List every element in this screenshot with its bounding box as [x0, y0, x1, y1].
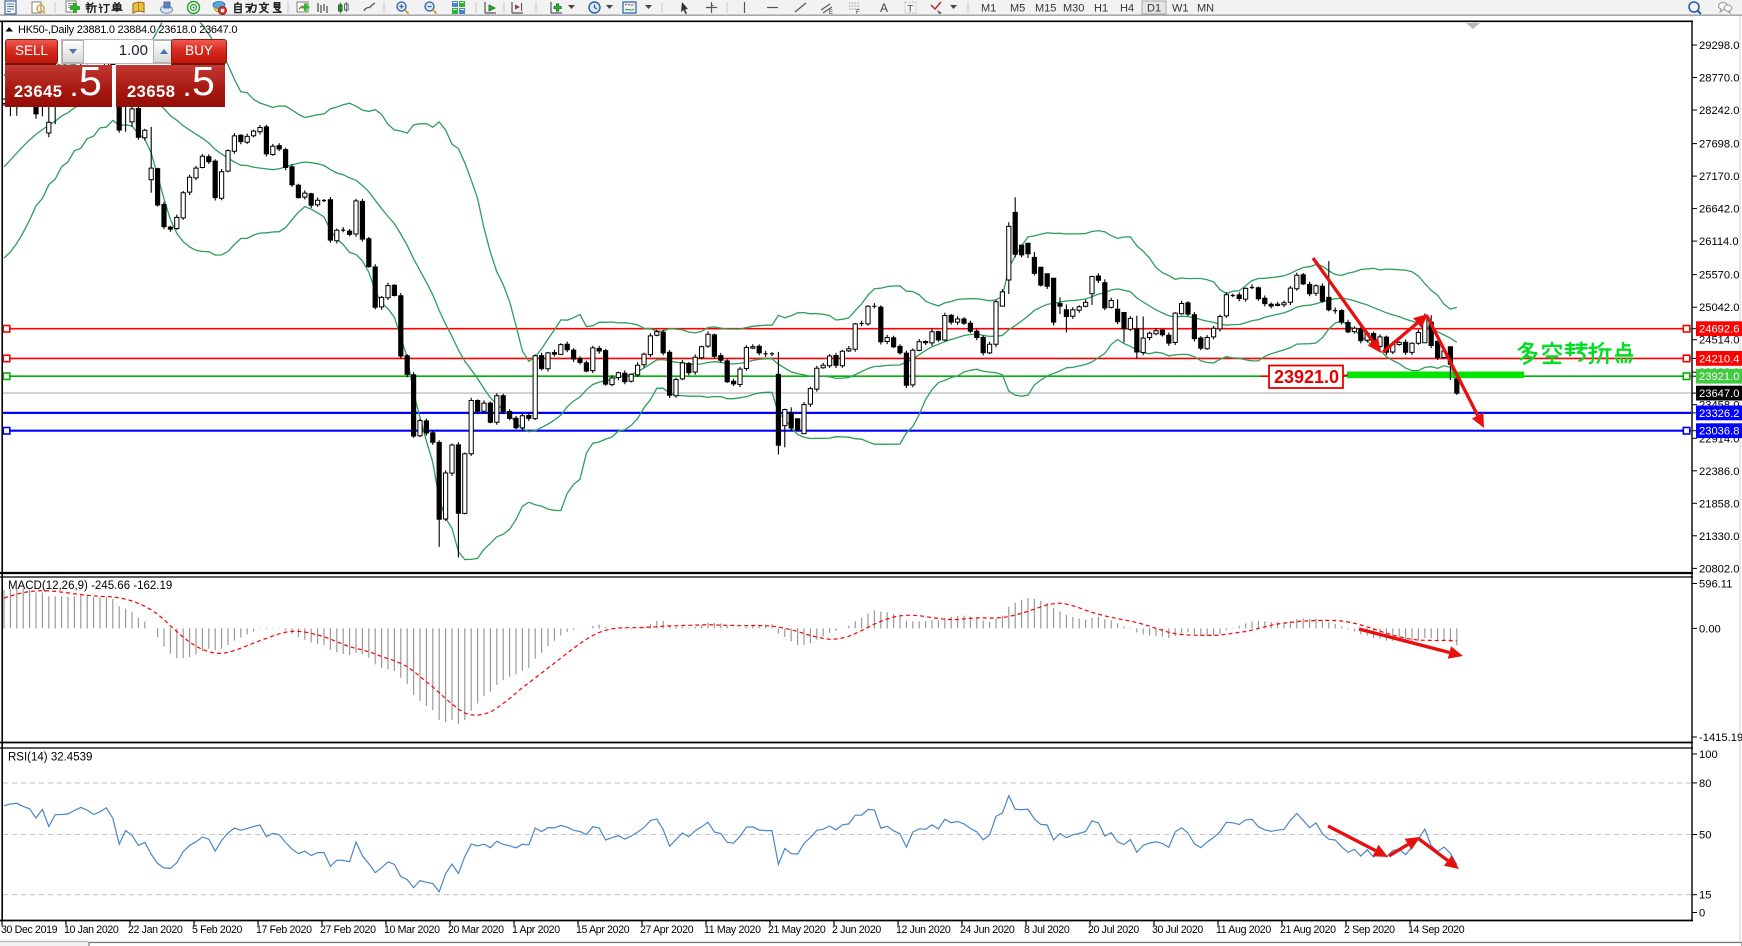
svg-text:1 Apr 2020: 1 Apr 2020	[512, 924, 560, 936]
svg-text:8 Jul 2020: 8 Jul 2020	[1024, 924, 1070, 936]
svg-text:21 May 2020: 21 May 2020	[768, 924, 826, 936]
svg-text:MN: MN	[1197, 3, 1214, 15]
svg-text:W1: W1	[1172, 3, 1189, 15]
svg-text:2 Sep 2020: 2 Sep 2020	[1344, 924, 1395, 936]
svg-text:HK50-,Daily 23881.0 23884.0 2: HK50-,Daily 23881.0 23884.0 23618.0 2364…	[18, 24, 237, 36]
svg-text:22386.0: 22386.0	[1699, 466, 1739, 478]
svg-text:E: E	[829, 10, 833, 16]
svg-text:M30: M30	[1063, 3, 1084, 15]
svg-text:-1415.19: -1415.19	[1699, 732, 1742, 744]
svg-text:24692.6: 24692.6	[1699, 324, 1739, 336]
svg-text:23326.2: 23326.2	[1699, 408, 1739, 420]
svg-text:14 Sep 2020: 14 Sep 2020	[1408, 924, 1465, 936]
svg-text:27698.0: 27698.0	[1699, 139, 1739, 151]
svg-text:M1: M1	[981, 3, 996, 15]
svg-text:15 Apr 2020: 15 Apr 2020	[576, 924, 630, 936]
svg-text:21 Aug 2020: 21 Aug 2020	[1280, 924, 1336, 936]
svg-text:22 Jan 2020: 22 Jan 2020	[128, 924, 183, 936]
svg-text:21858.0: 21858.0	[1699, 498, 1739, 510]
svg-text:A: A	[880, 1, 888, 15]
svg-text:H4: H4	[1120, 3, 1134, 15]
svg-text:28242.0: 28242.0	[1699, 105, 1739, 117]
svg-text:25570.0: 25570.0	[1699, 270, 1739, 282]
svg-text:12 Jun 2020: 12 Jun 2020	[896, 924, 951, 936]
svg-text:0.00: 0.00	[1699, 623, 1721, 635]
svg-text:11 May 2020: 11 May 2020	[704, 924, 761, 936]
svg-text:80: 80	[1699, 778, 1711, 790]
svg-text:23921.0: 23921.0	[1699, 371, 1739, 383]
svg-text:10 Mar 2020: 10 Mar 2020	[384, 924, 440, 936]
svg-text:23647.0: 23647.0	[1699, 388, 1739, 400]
svg-text:23036.8: 23036.8	[1699, 426, 1739, 438]
svg-text:27170.0: 27170.0	[1699, 171, 1739, 183]
svg-text:M5: M5	[1010, 3, 1025, 15]
svg-text:26642.0: 26642.0	[1699, 204, 1739, 216]
svg-text:20 Mar 2020: 20 Mar 2020	[448, 924, 504, 936]
svg-text:21330.0: 21330.0	[1699, 531, 1739, 543]
svg-text:100: 100	[1699, 749, 1718, 761]
svg-text:29298.0: 29298.0	[1699, 40, 1739, 52]
svg-text:10 Jan 2020: 10 Jan 2020	[64, 924, 119, 936]
svg-text:15: 15	[1699, 890, 1711, 902]
svg-text:20802.0: 20802.0	[1699, 563, 1739, 575]
svg-text:17 Feb 2020: 17 Feb 2020	[256, 924, 312, 936]
svg-text:20 Jul 2020: 20 Jul 2020	[1088, 924, 1139, 936]
svg-text:25042.0: 25042.0	[1699, 302, 1739, 314]
svg-text:F: F	[856, 10, 860, 16]
svg-text:D1: D1	[1147, 3, 1161, 15]
svg-text:T: T	[908, 4, 914, 14]
svg-text:0: 0	[1699, 908, 1705, 920]
svg-text:23921.0: 23921.0	[1274, 367, 1339, 387]
svg-text:M15: M15	[1035, 3, 1056, 15]
svg-text:RSI(14) 32.4539: RSI(14) 32.4539	[8, 752, 92, 764]
svg-text:30 Dec 2019: 30 Dec 2019	[1, 924, 58, 936]
svg-text:28770.0: 28770.0	[1699, 73, 1739, 85]
svg-text:27 Apr 2020: 27 Apr 2020	[640, 924, 694, 936]
svg-text:27 Feb 2020: 27 Feb 2020	[320, 924, 376, 936]
svg-text:11 Aug 2020: 11 Aug 2020	[1216, 924, 1271, 936]
svg-text:H1: H1	[1094, 3, 1108, 15]
svg-text:24 Jun 2020: 24 Jun 2020	[960, 924, 1015, 936]
svg-text:5 Feb 2020: 5 Feb 2020	[192, 924, 243, 936]
svg-text:30 Jul 2020: 30 Jul 2020	[1152, 924, 1203, 936]
svg-text:24514.0: 24514.0	[1699, 335, 1739, 347]
svg-text:50: 50	[1699, 830, 1711, 842]
svg-text:MACD(12,26,9) -245.66 -162.19: MACD(12,26,9) -245.66 -162.19	[8, 580, 172, 592]
svg-text:2 Jun 2020: 2 Jun 2020	[832, 924, 881, 936]
svg-text:596.11: 596.11	[1699, 579, 1732, 591]
svg-text:26114.0: 26114.0	[1699, 236, 1739, 248]
svg-text:24210.4: 24210.4	[1699, 353, 1739, 365]
